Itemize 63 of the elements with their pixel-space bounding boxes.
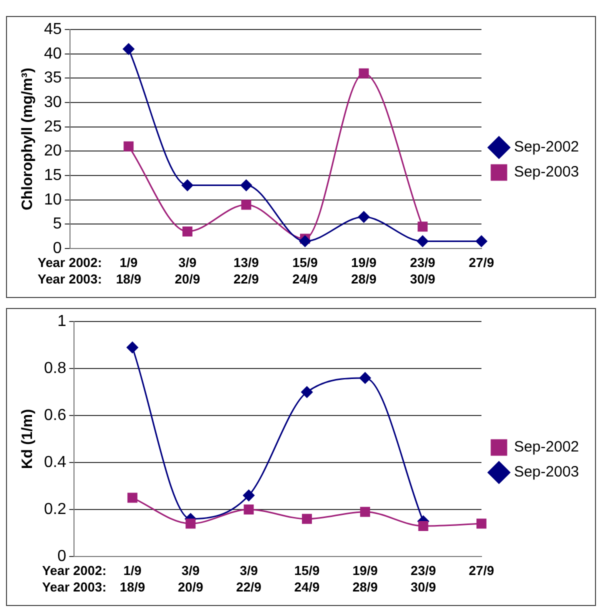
point	[243, 490, 255, 502]
point	[124, 141, 134, 152]
y-tick-label: 35	[44, 70, 62, 87]
point	[301, 386, 313, 398]
point	[127, 492, 138, 503]
point	[126, 342, 138, 354]
point	[122, 43, 134, 55]
point	[476, 235, 488, 247]
point	[358, 68, 369, 78]
y-tick-label: 15	[44, 166, 62, 184]
point	[360, 506, 370, 517]
y-tick-label: 5	[52, 216, 62, 233]
x-tick-label: 19/9 28/9	[351, 255, 376, 286]
x-tick-label: 27/9	[468, 563, 494, 578]
x-tick-label: 1/9 18/9	[120, 563, 146, 594]
y-tick-label: 0.4	[44, 454, 66, 471]
y-tick-label: 0.6	[44, 406, 66, 424]
x-tick-label: 1/9 18/9	[116, 255, 142, 286]
point	[182, 226, 192, 236]
point	[476, 518, 486, 529]
y-tick-label: 0.8	[44, 360, 66, 377]
text: Year 2002:	[42, 563, 106, 578]
y-tick-label: 10	[44, 191, 62, 208]
x-tick-label: 15/9 24/9	[292, 255, 318, 286]
x-tick-label: 19/9 28/9	[352, 563, 378, 594]
y-axis-title: Chlorophyll (mg/m³)	[19, 68, 36, 210]
y-axis-title: Kd (1/m)	[19, 409, 36, 470]
x-tick-label: 3/9 22/9	[236, 563, 262, 594]
x-tick-label: 3/9 20/9	[178, 563, 204, 594]
y-tick-label: 20	[44, 142, 62, 160]
point	[358, 211, 370, 223]
x-tick-label: 13/9 22/9	[234, 255, 259, 286]
text: Year 2003:	[38, 271, 102, 286]
point	[244, 504, 254, 515]
legend-label: Sep-2003	[514, 464, 580, 481]
legend-label: Sep-2003	[514, 164, 580, 181]
y-tick-label: 1	[57, 313, 66, 330]
legend-label: Sep-2002	[514, 438, 580, 456]
legend-label: Sep-2002	[514, 138, 580, 156]
text: Year 2002:	[38, 255, 102, 270]
y-tick-label: 25	[44, 118, 62, 136]
point	[302, 514, 312, 524]
y-tick-label: 30	[44, 94, 62, 111]
point	[241, 200, 252, 210]
point	[182, 180, 194, 192]
x-tick-label: 27/9	[468, 255, 494, 270]
text: Year 2003:	[42, 579, 106, 594]
y-tick-label: 40	[44, 45, 62, 62]
point	[416, 235, 428, 247]
y-tick-label: 0.2	[44, 500, 66, 518]
x-tick-label: 23/9 30/9	[410, 563, 436, 594]
x-tick-label: 15/9 24/9	[294, 563, 320, 594]
x-tick-label: 3/9 20/9	[174, 255, 200, 286]
x-tick-label: 23/9 30/9	[410, 255, 436, 286]
point	[418, 520, 428, 531]
y-tick-label: 45	[44, 21, 62, 38]
y-tick-label: 0	[52, 240, 62, 257]
y-tick-label: 0	[57, 548, 66, 565]
point	[299, 235, 311, 247]
point	[186, 518, 196, 529]
point	[240, 180, 252, 192]
point	[359, 372, 371, 384]
point	[418, 222, 428, 232]
